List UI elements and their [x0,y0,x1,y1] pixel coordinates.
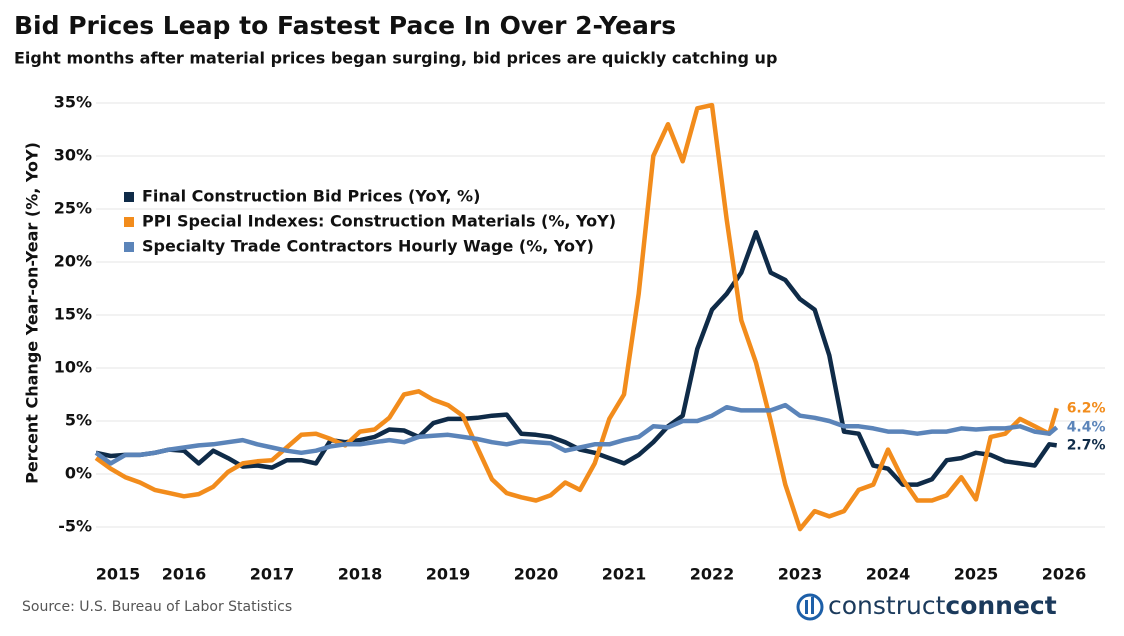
x-tick-label: 2018 [338,565,383,584]
end-value-label: 2.7% [1067,437,1106,453]
logo-text-bold: connect [945,591,1056,620]
y-tick-label: 30% [54,146,92,165]
legend-swatch [124,217,134,227]
x-tick-label: 2023 [778,565,823,584]
y-tick-label: 20% [54,252,92,271]
x-tick-label: 2019 [426,565,471,584]
legend-label: PPI Special Indexes: Construction Materi… [142,212,616,231]
logo-text-light: construct [828,591,946,620]
x-tick-label: 2015 [96,565,141,584]
x-tick-label: 2016 [162,565,207,584]
chart-title: Bid Prices Leap to Fastest Pace In Over … [14,11,676,40]
source-note: Source: U.S. Bureau of Labor Statistics [22,599,292,615]
legend-swatch [124,192,134,202]
y-axis-title: Percent Change Year-on-Year (%, YoY) [23,142,42,484]
grid [96,102,1105,528]
y-tick-label: -5% [58,517,92,536]
logo-text: constructconnect [828,591,1057,620]
series-line [94,102,1059,532]
logo-icon-bar [811,597,814,614]
legend: Final Construction Bid Prices (YoY, %) PP… [124,187,616,256]
legend-label: Specialty Trade Contractors Hourly Wage … [142,237,594,256]
x-tick-label: 2022 [690,565,735,584]
y-tick-label: 15% [54,305,92,324]
y-tick-label: 25% [54,199,92,218]
legend-swatch [124,242,134,252]
logo: constructconnect [796,591,1057,621]
x-tick-label: 2017 [250,565,295,584]
logo-icon [796,593,824,621]
x-tick-label: 2021 [602,565,647,584]
y-tick-label: 5% [65,411,92,430]
y-tick-label: 35% [54,93,92,112]
y-tick-label: 10% [54,358,92,377]
legend-label: Final Construction Bid Prices (YoY, %) [142,187,480,206]
series-line [94,402,1059,466]
y-tick-label: 0% [65,464,92,483]
x-tick-label: 2025 [954,565,999,584]
end-value-label: 4.4% [1067,419,1106,435]
x-tick-label: 2026 [1042,565,1087,584]
x-tick-label: 2020 [514,565,559,584]
logo-icon-bar [805,600,808,614]
end-value-label: 6.2% [1067,400,1106,416]
x-tick-label: 2024 [866,565,911,584]
chart-subtitle: Eight months after material prices began… [14,49,777,68]
